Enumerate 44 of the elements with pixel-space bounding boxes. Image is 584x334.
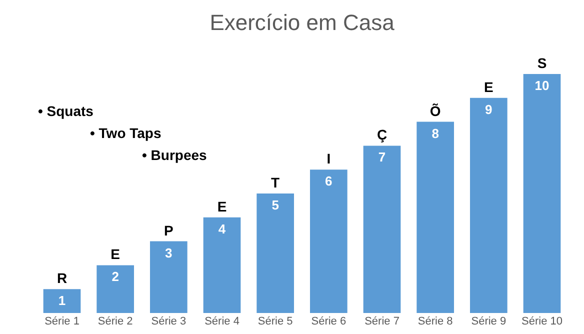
bar <box>256 194 294 313</box>
bar <box>96 265 134 313</box>
x-tick-label: Série 7 <box>364 316 400 328</box>
annotation: • Squats <box>38 103 94 119</box>
x-tick-label: Série 6 <box>311 316 346 328</box>
annotation: P <box>164 222 174 238</box>
data-label: 1 <box>58 293 66 308</box>
annotation: T <box>271 174 280 190</box>
x-tick-label: Série 9 <box>471 316 506 328</box>
x-tick-label: Série 1 <box>44 316 80 328</box>
bar <box>43 289 81 313</box>
data-label: 7 <box>378 150 386 165</box>
annotation: E <box>484 78 494 95</box>
data-label: 3 <box>165 245 172 260</box>
x-tick-label: Série 5 <box>258 316 293 328</box>
bar <box>470 98 508 313</box>
x-tick-label: Série 4 <box>204 316 240 328</box>
annotation: Ç <box>376 126 388 143</box>
data-label: 2 <box>112 269 119 284</box>
annotation: • Burpees <box>142 147 208 163</box>
data-label: 9 <box>485 102 492 117</box>
bar <box>203 217 241 313</box>
annotation: S <box>537 55 547 71</box>
annotation: R <box>56 270 68 286</box>
x-tick-label: Série 3 <box>151 316 186 328</box>
x-tick-label: Série 10 <box>522 316 562 328</box>
annotation: E <box>217 198 227 214</box>
bar <box>310 170 348 313</box>
data-label: 5 <box>272 198 279 212</box>
data-label: 10 <box>534 78 550 93</box>
bar <box>363 146 401 313</box>
data-label: 4 <box>218 221 226 236</box>
annotation: E <box>110 246 120 262</box>
x-tick-label: Série 2 <box>98 316 133 328</box>
bar <box>416 122 454 313</box>
bar <box>150 241 188 313</box>
annotation: Õ <box>430 102 441 119</box>
data-label: 6 <box>325 174 332 189</box>
annotation: I <box>326 150 331 167</box>
chart-title: Exercício em Casa <box>210 10 396 35</box>
bar <box>523 74 561 313</box>
annotation: • Two Taps <box>90 125 162 141</box>
x-tick-label: Série 8 <box>418 316 453 328</box>
data-label: 8 <box>432 126 439 141</box>
